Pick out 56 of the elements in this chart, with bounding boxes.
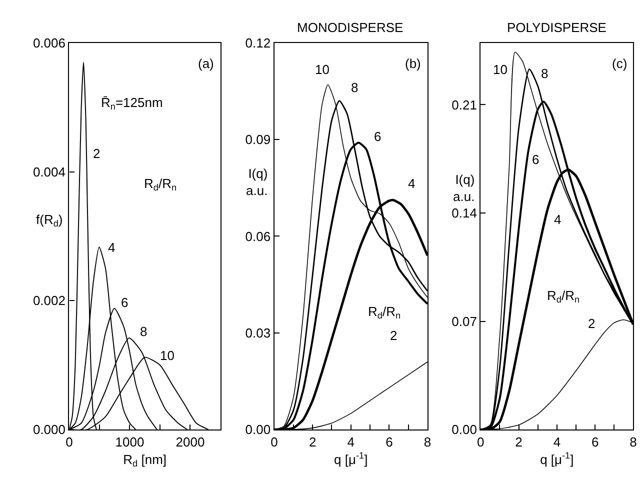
series-label: 8 bbox=[140, 324, 148, 339]
y-axis-title: f(R$_{d}$) bbox=[36, 212, 63, 229]
y-tick-label: 0.06 bbox=[245, 228, 271, 244]
series-label: 10 bbox=[315, 62, 330, 77]
y-tick-label: 0.03 bbox=[245, 325, 271, 340]
x-tick-label: 0 bbox=[270, 434, 278, 450]
x-tick-label: 8 bbox=[424, 434, 432, 450]
y-axis-title: I(q) a.u. bbox=[453, 172, 475, 204]
x-tick-label: 6 bbox=[386, 434, 393, 450]
x-tick-label: 4 bbox=[347, 434, 354, 450]
x-tick-label: 0 bbox=[477, 434, 484, 450]
y-tick-label: 0.006 bbox=[32, 35, 66, 50]
y-tick-label: 0.12 bbox=[245, 35, 271, 50]
y-tick-label: 0.21 bbox=[452, 97, 477, 112]
annotation: R$_{d}$/R$_{n}$ bbox=[144, 176, 177, 193]
x-tick-label: 4 bbox=[553, 434, 561, 450]
series-label: 6 bbox=[374, 129, 382, 144]
annotation: R$_{d}$/R$_{n}$ bbox=[368, 304, 401, 321]
series-label: 4 bbox=[108, 240, 116, 255]
series-label: 8 bbox=[541, 66, 548, 81]
x-tick-label: 2 bbox=[308, 434, 316, 450]
x-tick-label: 0 bbox=[66, 434, 73, 450]
y-tick-label: 0.004 bbox=[32, 164, 66, 180]
series-label: 4 bbox=[408, 176, 416, 191]
series-label: 4 bbox=[554, 212, 562, 227]
x-axis-title: q [μ$^{-1}$] bbox=[540, 450, 574, 467]
series-label: 10 bbox=[493, 62, 508, 77]
annotation: (b) bbox=[405, 56, 421, 71]
y-tick-label: 0.00 bbox=[245, 422, 271, 438]
x-tick-label: 2000 bbox=[176, 434, 205, 450]
series-label: 2 bbox=[588, 316, 596, 331]
y-axis-title: I(q) a.u. bbox=[246, 166, 268, 198]
series-label: 2 bbox=[93, 146, 100, 161]
series-label: 6 bbox=[121, 295, 128, 310]
y-tick-label: 0.14 bbox=[452, 206, 477, 221]
annotation: R̄$_{n}$=125nm bbox=[101, 95, 163, 112]
annotation: (c) bbox=[612, 56, 628, 71]
y-tick-label: 0.07 bbox=[452, 314, 477, 329]
x-axis-title: R$_{d}$ [nm] bbox=[123, 452, 167, 469]
y-tick-label: 0.002 bbox=[32, 293, 66, 308]
y-tick-label: 0.09 bbox=[245, 132, 271, 148]
annotation: (a) bbox=[198, 56, 214, 71]
x-tick-label: 8 bbox=[630, 434, 637, 450]
x-tick-label: 2 bbox=[515, 434, 522, 450]
x-tick-label: 1000 bbox=[115, 434, 144, 450]
chart-title: MONODISPERSE bbox=[297, 20, 404, 35]
series-label: 8 bbox=[351, 80, 358, 95]
series-label: 10 bbox=[160, 348, 174, 363]
x-axis-title: q [μ$^{-1}$] bbox=[334, 450, 368, 467]
annotation: R$_{d}$/R$_{n}$ bbox=[547, 288, 580, 305]
y-tick-label: 0.000 bbox=[32, 422, 66, 438]
x-tick-label: 6 bbox=[591, 434, 599, 450]
y-tick-label: 0.00 bbox=[452, 422, 477, 438]
chart-title: POLYDISPERSE bbox=[507, 20, 607, 35]
series-label: 6 bbox=[532, 152, 540, 167]
text: 2 bbox=[390, 328, 398, 343]
